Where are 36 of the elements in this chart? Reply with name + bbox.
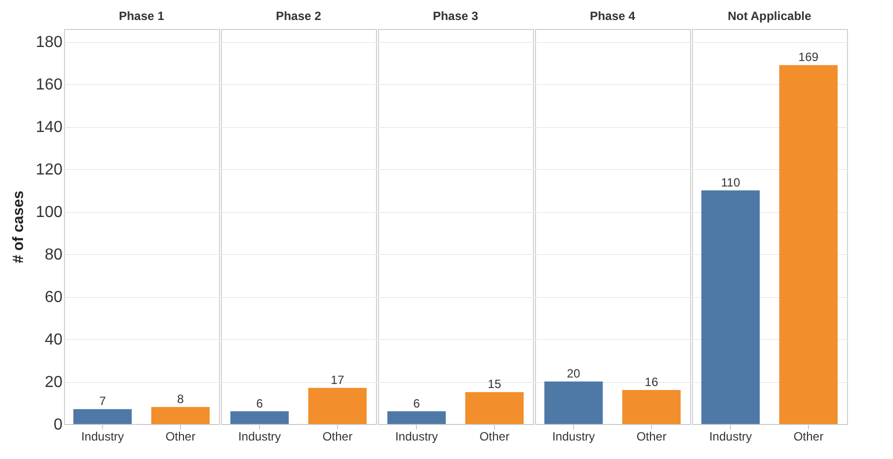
- data-label: 17: [330, 372, 344, 387]
- x-tick-label: Industry: [552, 430, 595, 444]
- x-tick-label: Industry: [395, 430, 438, 444]
- data-label: 20: [566, 366, 581, 381]
- chart-title: Phase 3: [432, 9, 478, 23]
- x-tick-label: Other: [322, 430, 352, 444]
- data-label: 15: [488, 377, 502, 392]
- y-tick-label: 120: [36, 162, 63, 179]
- x-tick-label: Other: [793, 430, 824, 444]
- x-tick-label: Industry: [238, 430, 281, 444]
- data-label: 110: [720, 175, 740, 190]
- x-tick-label: Other: [479, 430, 510, 444]
- chart-title: Phase 4: [590, 9, 636, 23]
- x-tick-label: Industry: [709, 430, 752, 444]
- y-tick-label: 140: [36, 119, 63, 136]
- data-label: 16: [644, 375, 658, 390]
- chart-title: Phase 1: [118, 9, 164, 23]
- y-tick-label: 180: [36, 34, 63, 52]
- y-tick-label: 60: [44, 289, 63, 306]
- chart-title: Phase 2: [276, 9, 322, 23]
- data-label: 169: [798, 50, 819, 64]
- data-label: 6: [256, 396, 264, 410]
- y-tick-label: 40: [44, 332, 63, 349]
- x-tick-label: Other: [636, 430, 666, 444]
- data-label: 8: [177, 392, 184, 406]
- y-tick-label: 80: [44, 246, 63, 264]
- data-label: 6: [413, 396, 420, 410]
- x-tick-label: Other: [165, 430, 196, 444]
- data-label: 7: [99, 394, 106, 408]
- x-tick-label: Industry: [81, 430, 124, 444]
- y-tick-label: 0: [54, 416, 63, 434]
- y-tick-label: 100: [36, 204, 63, 222]
- y-tick-label: 160: [36, 76, 63, 94]
- chart-title: Not Applicable: [728, 9, 812, 23]
- y-tick-label: 20: [44, 374, 63, 392]
- y-axis-title: # of cases: [10, 190, 27, 264]
